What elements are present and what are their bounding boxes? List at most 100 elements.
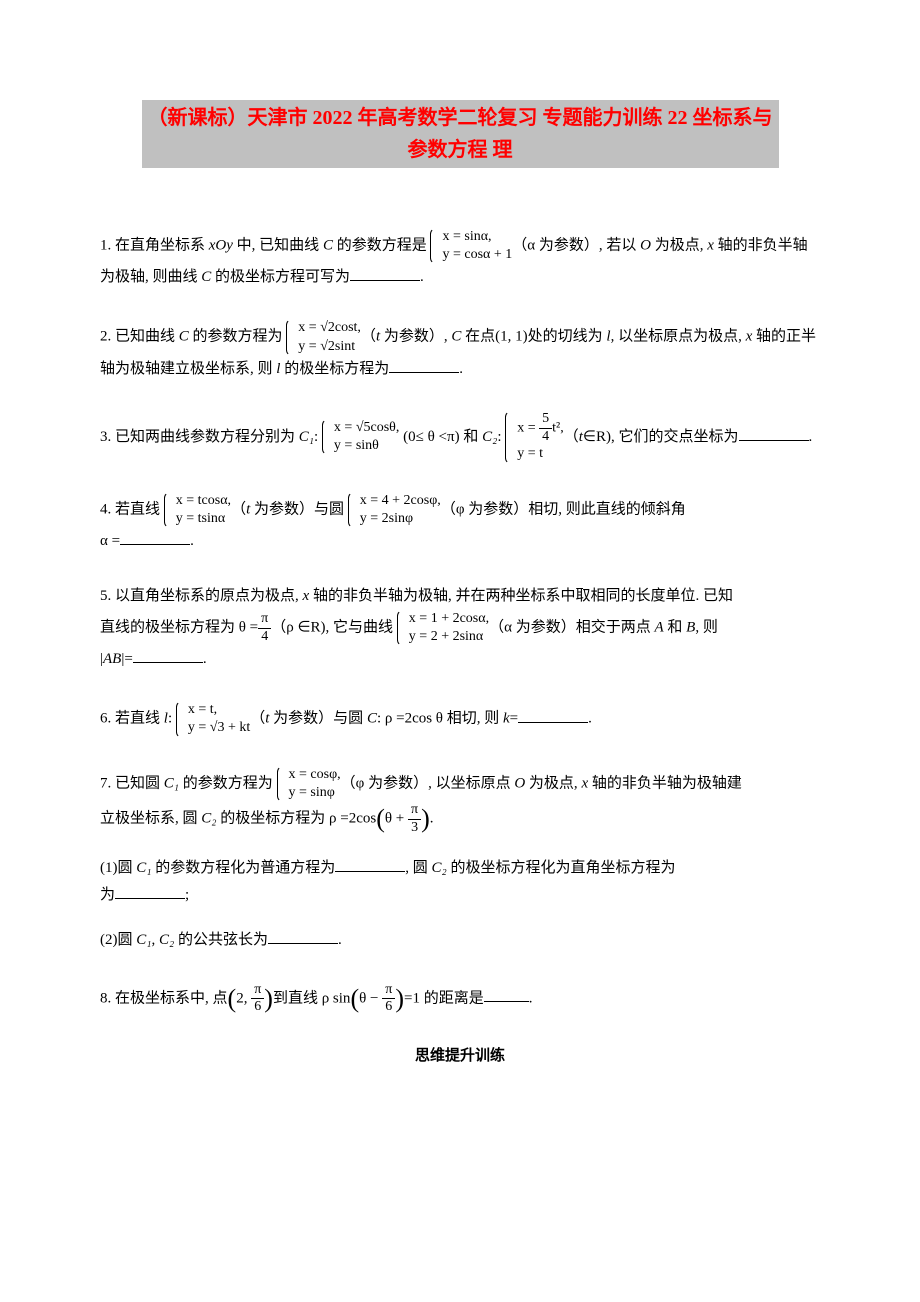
answer-blank [389, 359, 459, 373]
paren-content: θ + [385, 811, 408, 827]
problem-7: 7. 已知圆 C₁ 的参数方程为 x = cosφ,y = sinφ（φ 为参数… [100, 766, 820, 954]
p7-text: 为极点, [525, 775, 581, 791]
paren-right-icon: ) [421, 806, 430, 832]
p1-cases: x = sinα,y = cosα + 1 [430, 228, 512, 264]
frac-den: 6 [251, 999, 264, 1016]
p2-text: 2. 已知曲线 [100, 329, 179, 345]
p3-cases-1: x = √5cosθ,y = sinθ [322, 419, 399, 455]
p5-var: B [686, 620, 695, 636]
p1-text: （α 为参数）, 若以 [512, 238, 640, 254]
frac-num: π [258, 611, 271, 629]
answer-blank [739, 427, 809, 441]
fraction: π3 [408, 802, 421, 837]
p5-line2: 直线的极坐标方程为 θ = [100, 620, 258, 636]
fraction: π6 [251, 982, 264, 1017]
p7-sub2-text: , [151, 932, 159, 948]
p7-sub2-var: C₁ [136, 932, 151, 948]
p7-text: 轴的非负半轴为极轴建 [588, 775, 742, 791]
answer-blank [335, 858, 405, 872]
p7-sub1-text: 的参数方程化为普通方程为 [151, 860, 335, 876]
p6-text: = [510, 711, 518, 727]
fraction: 54 [539, 411, 552, 446]
p6-text: 6. 若直线 [100, 711, 164, 727]
answer-blank [120, 531, 190, 545]
p7-var: C₂ [201, 811, 216, 827]
p1-text: 1. 在直角坐标系 [100, 238, 209, 254]
p8-text: 8. 在极坐标系中, 点 [100, 990, 228, 1006]
p7-cases: x = cosφ,y = sinφ [277, 766, 341, 802]
p3-text: (0≤ θ <π) 和 [399, 429, 482, 445]
case-line: y = cosα + 1 [442, 246, 512, 264]
p3-var: C₂ [482, 429, 497, 445]
p7-text: 的参数方程为 [179, 775, 277, 791]
p3-text: ∈R), 它们的交点坐标为 [583, 429, 739, 445]
fraction: π6 [382, 982, 395, 1017]
p5-cases: x = 1 + 2cosα,y = 2 + 2sinα [397, 610, 489, 646]
p7-sub2-text: 的公共弦长为 [174, 932, 268, 948]
p1-var: C [201, 269, 211, 285]
section-heading: 思维提升训练 [100, 1044, 820, 1065]
p3-text: 3. 已知两曲线参数方程分别为 [100, 429, 299, 445]
title-line-1: （新课标）天津市 2022 年高考数学二轮复习 专题能力训练 22 坐标系与 [148, 107, 773, 129]
p5-line2: （α 为参数）相交于两点 [489, 620, 654, 636]
answer-blank [115, 885, 185, 899]
p2-text: 在点(1, 1)处的切线为 [461, 329, 606, 345]
answer-blank [484, 988, 529, 1002]
p4-text: 4. 若直线 [100, 501, 164, 517]
p4-cases-2: x = 4 + 2cosφ,y = 2sinφ [348, 492, 441, 528]
answer-blank [268, 930, 338, 944]
p3-text: : [497, 429, 505, 445]
p5-text: 轴的非负半轴为极轴, 并在两种坐标系中取相同的长度单位. 已知 [309, 588, 733, 604]
p7-line2: 立极坐标系, 圆 [100, 811, 201, 827]
case-line: y = sinφ [289, 784, 341, 802]
p1-text: 中, 已知曲线 [233, 238, 323, 254]
paren-left-icon: ( [376, 806, 385, 832]
p2-var: C [451, 329, 461, 345]
p4-cases-1: x = tcosα,y = tsinα [164, 492, 231, 528]
p6-text: : [168, 711, 176, 727]
p8-text: =1 的距离是 [404, 990, 484, 1006]
case-line: x = √2cost, [298, 319, 361, 337]
document-title: （新课标）天津市 2022 年高考数学二轮复习 专题能力训练 22 坐标系与 参… [142, 100, 779, 168]
p1-text: 为极点, [651, 238, 707, 254]
p3-cases-2: x = 54t²,y = t [505, 411, 564, 464]
p1-var: xOy [209, 238, 233, 254]
case-line: x = 4 + 2cosφ, [360, 492, 441, 510]
p2-cases: x = √2cost,y = √2sint [286, 319, 361, 355]
case-line: x = t, [188, 701, 250, 719]
problem-8: 8. 在极坐标系中, 点(2, π6)到直线 ρ sin(θ − π6)=1 的… [100, 982, 820, 1017]
case-line: y = t [517, 445, 564, 463]
fraction: π4 [258, 611, 271, 646]
p5-line2: 和 [664, 620, 687, 636]
p7-var: C₁ [164, 775, 179, 791]
p1-var: C [323, 238, 333, 254]
p3-text: : [314, 429, 322, 445]
problem-6: 6. 若直线 l: x = t,y = √3 + kt（t 为参数）与圆 C: … [100, 701, 820, 737]
paren-content: θ − [359, 990, 382, 1006]
p1-text: 的参数方程是 [333, 238, 431, 254]
case-line: x = √5cosθ, [334, 419, 399, 437]
p5-line2: , 则 [695, 620, 718, 636]
p7-var: O [514, 775, 525, 791]
case-line: y = √2sint [298, 338, 361, 356]
case-line: y = √3 + kt [188, 719, 250, 737]
case-line: y = 2sinφ [360, 510, 441, 528]
p4-text: （φ 为参数）相切, 则此直线的倾斜角 [441, 501, 686, 517]
case-line: y = sinθ [334, 437, 399, 455]
p1-var: O [640, 238, 651, 254]
answer-blank [518, 709, 588, 723]
frac-den: 3 [408, 820, 421, 837]
p2-var: C [179, 329, 189, 345]
paren-left-icon: ( [350, 986, 359, 1012]
problem-4: 4. 若直线 x = tcosα,y = tsinα（t 为参数）与圆 x = … [100, 492, 820, 555]
frac-num: π [382, 982, 395, 1000]
p2-text: 的极坐标方程为 [280, 361, 389, 377]
frac-den: 6 [382, 999, 395, 1016]
p7-line2: 的极坐标方程为 ρ =2cos [217, 811, 377, 827]
case-text: t², [552, 420, 564, 435]
problem-5: 5. 以直角坐标系的原点为极点, x 轴的非负半轴为极轴, 并在两种坐标系中取相… [100, 583, 820, 673]
case-line: x = sinα, [442, 228, 512, 246]
problem-3: 3. 已知两曲线参数方程分别为 C₁: x = √5cosθ,y = sinθ … [100, 411, 820, 464]
p6-text: （ [250, 711, 265, 727]
paren-content: 2, [236, 990, 251, 1006]
